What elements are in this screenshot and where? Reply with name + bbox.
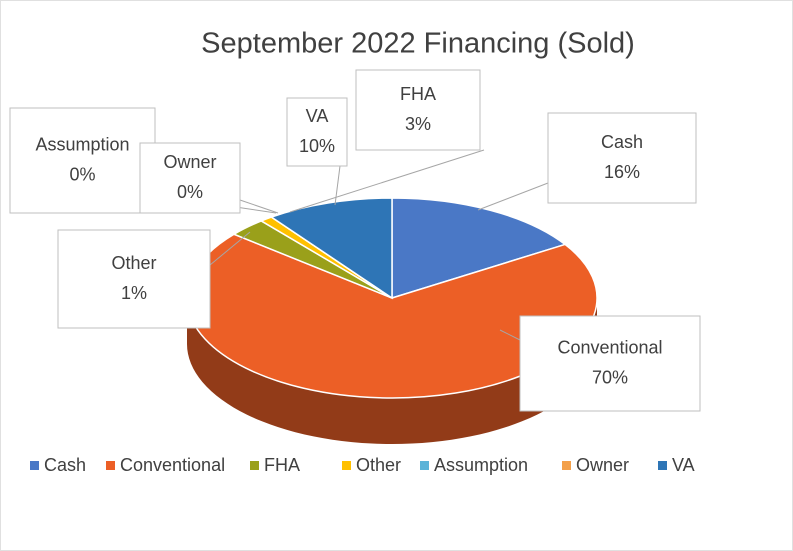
data-label-value: 1% — [121, 283, 147, 303]
legend-label: VA — [672, 455, 695, 475]
legend-label: FHA — [264, 455, 300, 475]
legend-swatch — [342, 461, 351, 470]
data-label-value: 16% — [604, 162, 640, 182]
leader-line — [239, 199, 279, 214]
leader-line — [334, 165, 341, 206]
pie-slice-side — [187, 298, 597, 444]
data-label-name: Assumption — [35, 134, 129, 154]
legend-swatch — [658, 461, 667, 470]
legend-label: Conventional — [120, 455, 225, 475]
data-label-box — [57, 229, 211, 329]
data-label-value: 10% — [299, 136, 335, 156]
legend-swatch — [106, 461, 115, 470]
data-label-name: Other — [111, 253, 156, 273]
data-label-box — [139, 142, 241, 214]
data-label-name: FHA — [400, 84, 436, 104]
legend-label: Assumption — [434, 455, 528, 475]
data-label-value: 70% — [592, 367, 628, 387]
leader-line — [499, 329, 521, 341]
data-label-box — [355, 69, 481, 151]
data-label-box — [519, 315, 701, 412]
data-label-value: 0% — [69, 164, 95, 184]
leader-line — [289, 149, 485, 213]
data-label-name: Conventional — [557, 337, 662, 357]
chart-title: September 2022 Financing (Sold) — [201, 28, 635, 60]
pie-slice — [269, 197, 393, 300]
data-label-box — [286, 97, 348, 167]
legend-label: Cash — [44, 455, 86, 475]
legend-swatch — [30, 461, 39, 470]
legend-label: Owner — [576, 455, 629, 475]
data-label-box — [9, 107, 156, 214]
legend-swatch — [562, 461, 571, 470]
legend-label: Other — [356, 455, 401, 475]
pie-slice — [391, 197, 567, 300]
legend-swatch — [420, 461, 429, 470]
data-label-name: Owner — [163, 152, 216, 172]
leader-line — [209, 231, 251, 266]
data-label-value: 0% — [177, 182, 203, 202]
data-label-name: VA — [306, 106, 329, 126]
leader-line — [477, 182, 549, 211]
data-label-value: 3% — [405, 114, 431, 134]
legend-swatch — [250, 461, 259, 470]
data-label-name: Cash — [601, 132, 643, 152]
data-label-box — [547, 112, 697, 204]
